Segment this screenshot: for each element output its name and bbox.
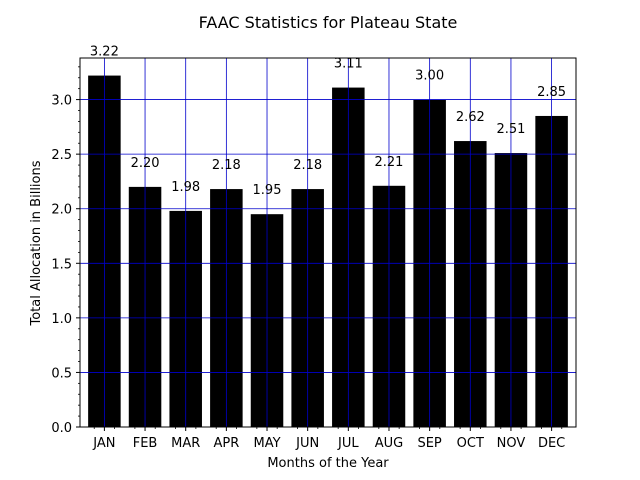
y-tick-label: 2.5: [51, 148, 72, 163]
x-tick-label-aug: AUG: [375, 436, 403, 451]
x-tick-label-may: MAY: [253, 436, 280, 451]
x-tick-label-jun: JUN: [295, 436, 319, 451]
x-tick-label-nov: NOV: [497, 436, 526, 451]
chart-title: FAAC Statistics for Plateau State: [199, 13, 458, 32]
x-tick-label-feb: FEB: [133, 436, 158, 451]
y-axis-label: Total Allocation in Billions: [29, 160, 44, 326]
y-tick-label: 0.0: [51, 421, 72, 436]
x-tick-label-mar: MAR: [171, 436, 200, 451]
data-label-jul: 3.11: [334, 57, 363, 72]
data-label-nov: 2.51: [496, 122, 525, 137]
y-tick-label: 2.0: [51, 203, 72, 218]
x-tick-label-jul: JUL: [337, 436, 359, 451]
x-tick-label-sep: SEP: [417, 436, 441, 451]
data-label-sep: 3.00: [415, 69, 444, 84]
data-label-feb: 2.20: [131, 156, 160, 171]
data-label-may: 1.95: [253, 183, 282, 198]
data-label-mar: 1.98: [171, 180, 200, 195]
plot-frame: [79, 57, 577, 428]
x-axis-label: Months of the Year: [267, 456, 389, 471]
x-tick-label-jan: JAN: [92, 436, 115, 451]
y-tick-label: 3.0: [51, 94, 72, 109]
data-label-oct: 2.62: [456, 110, 485, 125]
data-label-jun: 2.18: [293, 158, 322, 173]
x-tick-label-oct: OCT: [457, 436, 484, 451]
x-tick-label-dec: DEC: [538, 436, 565, 451]
data-label-apr: 2.18: [212, 158, 241, 173]
data-label-aug: 2.21: [375, 155, 404, 170]
y-tick-label: 1.5: [51, 257, 72, 272]
data-label-jan: 3.22: [90, 45, 119, 60]
y-tick-label: 0.5: [51, 366, 72, 381]
x-tick-label-apr: APR: [213, 436, 239, 451]
y-tick-label: 1.0: [51, 312, 72, 327]
plot-area: 0.0 0.5 1.0 1.5 2.0 2.5 3.0 JAN FEB MAR APR MAY JUN J…: [51, 45, 577, 451]
data-label-dec: 2.85: [537, 85, 566, 100]
